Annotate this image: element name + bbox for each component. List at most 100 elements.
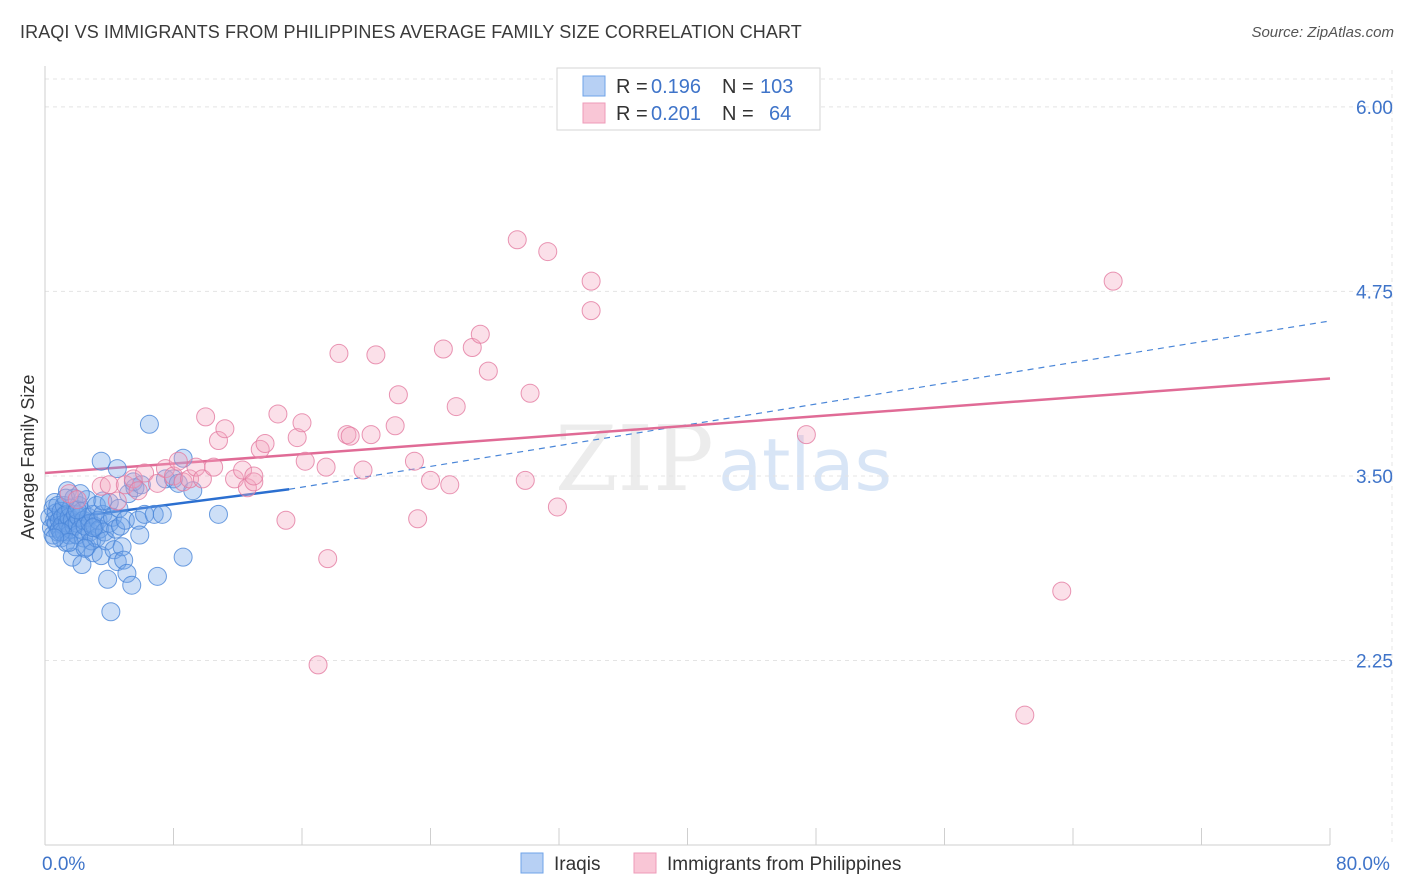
data-point <box>366 345 386 365</box>
legend-r-value-1: 0.196 <box>651 76 701 98</box>
data-point <box>67 490 87 510</box>
data-point <box>93 491 113 511</box>
series-0 <box>40 414 228 622</box>
trend-iraqis <box>48 487 290 522</box>
data-point <box>204 457 224 477</box>
data-point <box>796 425 816 445</box>
data-point <box>208 504 228 524</box>
data-point <box>192 469 212 489</box>
bottom-legend-swatch-philippines <box>633 852 657 874</box>
data-point <box>361 425 381 445</box>
x-tick-max: 80.0% <box>1336 854 1390 875</box>
y-tick-label-0: 2.25 <box>1356 651 1393 672</box>
data-point <box>295 451 315 471</box>
data-point <box>72 555 92 575</box>
data-point <box>122 575 142 595</box>
data-point <box>196 407 216 427</box>
data-point <box>408 509 428 529</box>
data-point <box>478 361 498 381</box>
y-tick-label-3: 6.00 <box>1356 98 1393 119</box>
data-point <box>340 426 360 446</box>
source-label: Source: ZipAtlas.com <box>1251 24 1394 41</box>
x-tick-min: 0.0% <box>42 854 85 875</box>
data-point <box>337 425 357 445</box>
data-point <box>308 655 328 675</box>
data-point <box>75 538 95 558</box>
data-point <box>152 504 172 524</box>
data-point <box>99 475 119 495</box>
bottom-legend-iraqis: Iraqis <box>554 854 600 875</box>
data-point <box>329 343 349 363</box>
legend-r-value-2: 0.201 <box>651 103 701 125</box>
data-point <box>83 518 103 538</box>
data-point <box>421 470 440 490</box>
legend-r-label-1: R = <box>616 76 648 98</box>
x-tick-labels: 0.0% 80.0% <box>42 854 1390 875</box>
data-point <box>388 385 408 405</box>
data-point <box>446 397 466 417</box>
data-point <box>276 510 296 530</box>
trend-lines <box>44 320 1331 522</box>
data-point <box>244 466 264 486</box>
data-points <box>40 230 1123 725</box>
data-point <box>139 414 159 434</box>
data-point <box>255 433 275 453</box>
data-point <box>1052 581 1072 601</box>
data-point <box>164 466 183 486</box>
data-point <box>128 481 148 501</box>
data-point <box>101 602 121 622</box>
data-point <box>67 500 87 520</box>
legend-n-label-2: N = <box>722 103 754 125</box>
data-point <box>144 504 164 524</box>
data-point <box>168 451 188 471</box>
data-point <box>268 404 288 424</box>
data-point <box>547 497 567 517</box>
data-point <box>287 428 307 448</box>
trend-philippines <box>44 377 1331 475</box>
data-point <box>433 339 453 359</box>
legend-swatch-iraqis <box>582 75 606 97</box>
data-point <box>515 470 535 490</box>
data-point <box>470 324 490 344</box>
data-point <box>135 463 155 483</box>
data-point <box>123 469 143 489</box>
bottom-legend: Iraqis Immigrants from Philippines <box>520 852 901 875</box>
data-point <box>233 460 253 480</box>
data-point <box>215 419 235 439</box>
y-tick-label-1: 3.50 <box>1356 467 1393 488</box>
data-point <box>507 230 527 250</box>
data-point <box>292 413 312 433</box>
data-point <box>173 547 193 567</box>
data-point <box>130 525 150 545</box>
data-point <box>91 451 111 471</box>
data-point <box>147 473 167 493</box>
y-axis-label: Average Family Size <box>18 375 38 540</box>
watermark: ZIP atlas <box>555 407 892 512</box>
data-point <box>1015 705 1035 725</box>
data-point <box>404 451 424 471</box>
top-legend: R = 0.196 N = 103 R = 0.201 N = 64 <box>556 67 821 131</box>
legend-swatch-philippines <box>582 102 606 124</box>
watermark-atlas: atlas <box>718 423 892 507</box>
legend-n-value-1: 103 <box>760 76 793 98</box>
data-point <box>316 457 336 477</box>
data-point <box>107 459 127 479</box>
data-point <box>91 476 111 496</box>
data-point <box>538 242 558 262</box>
data-point <box>98 569 118 589</box>
legend-r-label-2: R = <box>616 103 648 125</box>
data-point <box>107 491 127 511</box>
bottom-legend-philippines: Immigrants from Philippines <box>667 854 901 875</box>
data-point <box>353 460 373 480</box>
data-point <box>117 563 137 583</box>
data-point <box>581 271 601 291</box>
data-point <box>45 528 65 548</box>
data-point <box>581 301 601 321</box>
bottom-legend-swatch-iraqis <box>520 852 544 874</box>
data-point <box>70 484 90 504</box>
axes <box>44 66 1331 846</box>
data-point <box>244 472 264 492</box>
data-point <box>440 475 460 495</box>
legend-n-value-2: 64 <box>769 103 791 125</box>
